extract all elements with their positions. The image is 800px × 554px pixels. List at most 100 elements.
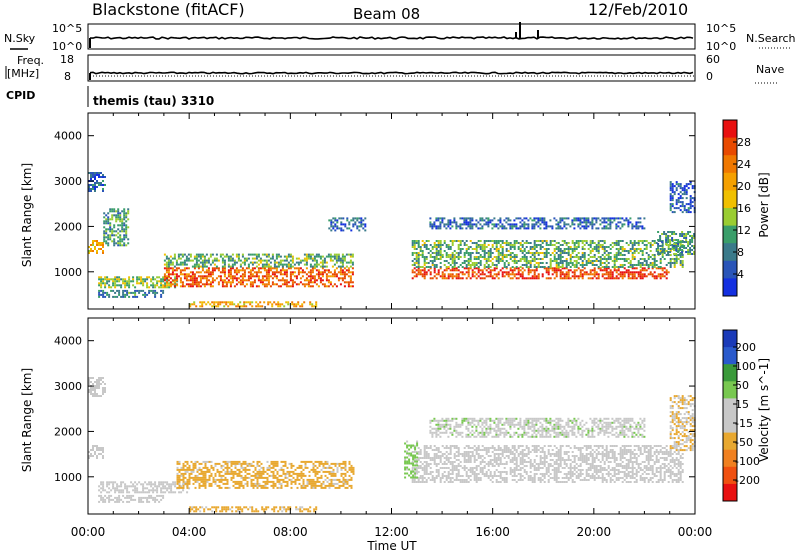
data-cell — [184, 472, 187, 475]
data-cell — [489, 240, 492, 242]
data-cell — [221, 506, 224, 509]
data-cell — [209, 271, 212, 274]
data-cell — [205, 271, 208, 274]
data-cell — [487, 275, 490, 278]
data-cell — [511, 266, 514, 268]
data-cell — [100, 453, 102, 455]
data-cell — [348, 223, 351, 226]
data-cell — [123, 214, 126, 217]
data-cell — [439, 266, 442, 268]
data-cell — [352, 472, 355, 475]
data-cell — [677, 197, 680, 200]
data-cell — [545, 240, 548, 242]
data-cell — [691, 187, 694, 190]
data-cell — [220, 478, 223, 481]
data-cell — [291, 255, 294, 258]
data-cell — [619, 264, 622, 266]
noise-panel: N.Sky 10^5 10^0 10^5 10^0 N.Search — [4, 22, 796, 53]
data-cell — [457, 277, 460, 280]
data-cell — [549, 258, 552, 260]
data-cell — [535, 269, 538, 272]
data-cell — [114, 282, 117, 285]
data-cell — [457, 459, 460, 461]
data-cell — [230, 470, 233, 473]
data-cell — [246, 482, 249, 485]
data-cell — [174, 481, 177, 484]
data-cell — [607, 266, 610, 268]
data-cell — [282, 480, 285, 483]
data-cell — [207, 273, 210, 276]
data-cell — [203, 259, 206, 262]
data-cell — [241, 305, 244, 308]
data-cell — [345, 253, 348, 256]
data-cell — [651, 275, 654, 278]
data-cell — [321, 271, 324, 274]
data-cell — [169, 283, 172, 286]
data-cell — [231, 277, 234, 280]
data-cell — [120, 491, 123, 494]
data-cell — [443, 481, 446, 483]
data-cell — [657, 275, 660, 278]
data-cell — [315, 263, 318, 266]
data-cell — [565, 275, 568, 278]
data-cell — [311, 267, 314, 270]
data-cell — [653, 271, 656, 274]
data-cell — [445, 467, 448, 469]
data-cell — [251, 261, 254, 264]
data-cell — [112, 498, 115, 501]
data-cell — [317, 285, 320, 288]
data-cell — [92, 176, 94, 178]
data-cell — [125, 212, 128, 215]
data-cell — [360, 225, 363, 228]
data-cell — [243, 506, 246, 509]
data-cell — [162, 487, 165, 490]
data-cell — [425, 481, 428, 483]
data-cell — [352, 470, 355, 473]
data-cell — [513, 242, 516, 244]
data-cell — [104, 494, 107, 497]
data-cell — [603, 219, 606, 222]
data-cell — [567, 273, 570, 276]
data-cell — [156, 487, 159, 490]
y-tick-label: 2000 — [54, 220, 82, 233]
data-cell — [463, 244, 466, 246]
data-cell — [162, 284, 165, 287]
data-cell — [441, 219, 444, 222]
data-cell — [150, 485, 153, 488]
data-cell — [205, 269, 208, 272]
data-cell — [168, 485, 171, 488]
data-cell — [341, 263, 344, 266]
data-cell — [465, 264, 468, 266]
data-cell — [491, 223, 494, 226]
data-cell — [531, 246, 534, 248]
data-cell — [154, 485, 157, 488]
data-cell — [329, 257, 332, 260]
data-cell — [495, 267, 498, 270]
data-cell — [589, 260, 592, 262]
data-cell — [140, 280, 143, 283]
data-cell — [181, 255, 184, 258]
data-cell — [663, 249, 666, 251]
data-cell — [125, 214, 128, 217]
data-cell — [641, 252, 644, 254]
data-cell — [318, 464, 321, 467]
data-cell — [417, 459, 420, 461]
data-cell — [106, 496, 109, 499]
data-cell — [364, 225, 367, 228]
data-cell — [441, 256, 444, 258]
freq-panel: Freq. [MHz] 18 8 60 0 Nave — [5, 53, 784, 84]
data-cell — [479, 240, 482, 242]
data-cell — [251, 275, 254, 278]
data-cell — [535, 250, 538, 252]
data-cell — [595, 271, 598, 274]
data-cell — [126, 280, 129, 283]
data-cell — [639, 273, 642, 276]
data-cell — [629, 273, 632, 276]
data-cell — [324, 466, 327, 469]
data-cell — [681, 256, 684, 258]
data-cell — [162, 481, 165, 484]
data-cell — [431, 457, 434, 459]
data-cell — [421, 467, 424, 469]
data-cell — [427, 266, 430, 268]
data-cell — [617, 217, 620, 220]
